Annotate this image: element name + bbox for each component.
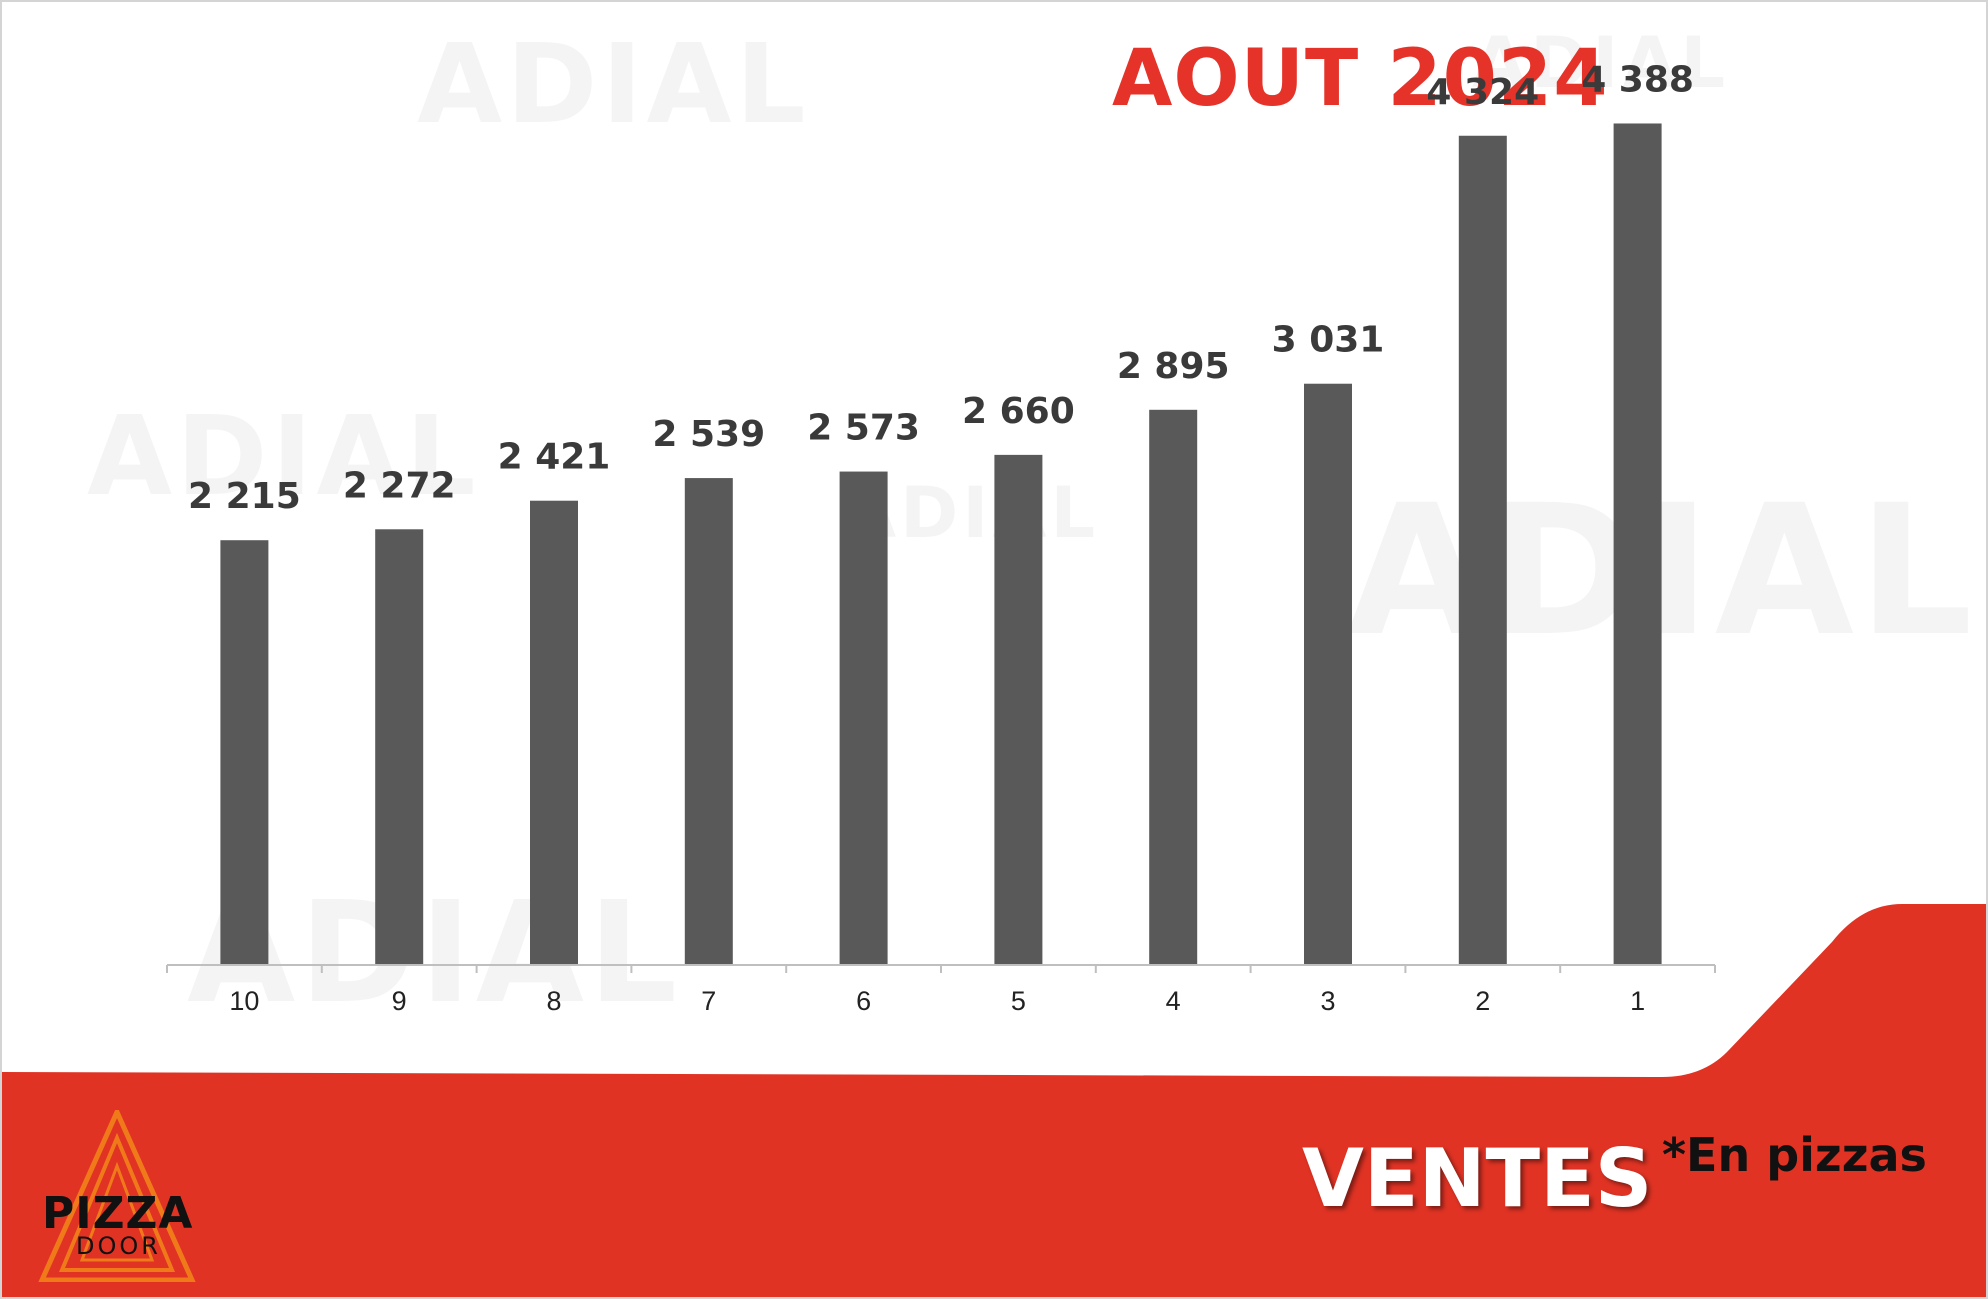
data-label-9: 2 272 bbox=[343, 465, 456, 506]
bar-chart: 2 215 10 2 272 9 2 421 8 2 539 7 2 573 6 2 660 5 2 8… bbox=[166, 59, 1716, 1016]
data-label-3: 3 031 bbox=[1272, 320, 1385, 361]
bar-3 bbox=[1304, 383, 1352, 965]
data-label-7: 2 539 bbox=[652, 414, 765, 455]
data-label-6: 2 573 bbox=[807, 408, 920, 449]
unit-note: *En pizzas bbox=[1662, 1128, 1927, 1182]
category-label-2: 2 bbox=[1475, 986, 1490, 1016]
category-label-5: 5 bbox=[1011, 986, 1026, 1016]
category-label-7: 7 bbox=[701, 986, 716, 1016]
bar-4 bbox=[1149, 409, 1198, 965]
bar-1 bbox=[1613, 123, 1662, 965]
category-label-8: 8 bbox=[546, 986, 561, 1016]
data-label-8: 2 421 bbox=[498, 437, 611, 478]
footer-label: VENTES bbox=[1302, 1132, 1653, 1225]
category-label-4: 4 bbox=[1166, 986, 1181, 1016]
pizza-door-logo bbox=[38, 1110, 196, 1282]
logo-text-door: DOOR bbox=[76, 1232, 161, 1260]
data-label-10: 2 215 bbox=[188, 476, 301, 517]
bar-5 bbox=[994, 454, 1043, 965]
chart-title: AOUT 2024 bbox=[1112, 34, 1609, 124]
bar-10 bbox=[220, 540, 269, 965]
bar-7 bbox=[684, 478, 733, 965]
bar-9 bbox=[375, 529, 424, 965]
data-label-5: 2 660 bbox=[962, 391, 1075, 432]
category-label-1: 1 bbox=[1630, 986, 1645, 1016]
bar-6 bbox=[839, 471, 888, 965]
category-label-10: 10 bbox=[229, 986, 259, 1016]
category-label-3: 3 bbox=[1320, 986, 1335, 1016]
data-label-4: 2 895 bbox=[1117, 346, 1230, 387]
logo-text-pizza: PIZZA bbox=[42, 1188, 194, 1239]
category-label-9: 9 bbox=[392, 986, 407, 1016]
data-label-1: 4 388 bbox=[1581, 59, 1694, 100]
bar-8 bbox=[530, 500, 578, 965]
category-label-6: 6 bbox=[856, 986, 871, 1016]
bar-2 bbox=[1458, 135, 1507, 966]
data-label-2: 4 324 bbox=[1426, 72, 1539, 113]
